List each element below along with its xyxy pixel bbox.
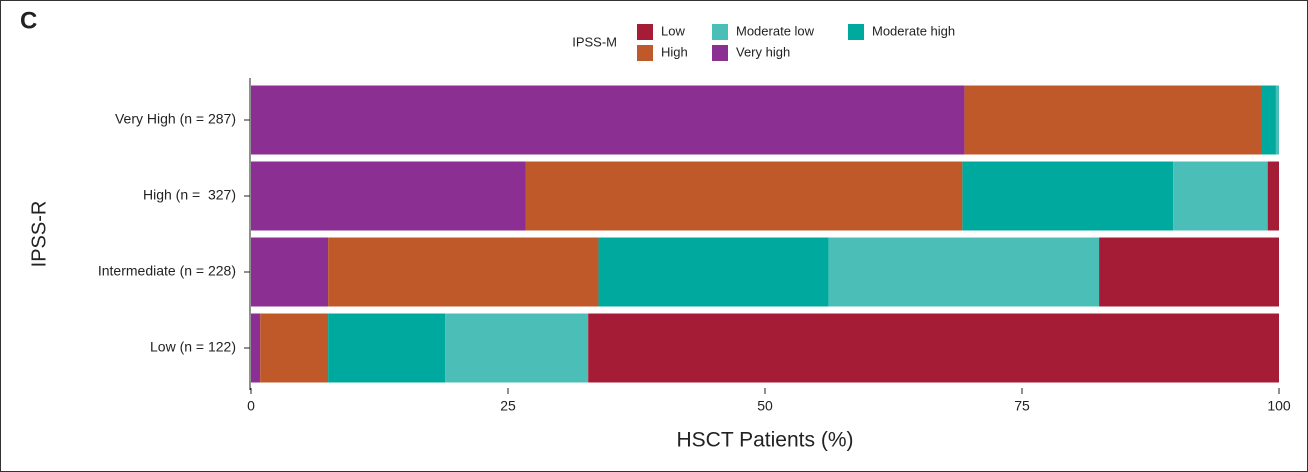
legend-label: Moderate low <box>736 23 815 38</box>
bar-segment <box>964 85 1262 155</box>
bar-segment <box>1099 237 1279 307</box>
bar-segment <box>251 85 965 155</box>
legend-label: High <box>661 44 688 59</box>
y-tick-label: Very High (n = 287) <box>115 111 236 127</box>
bar-segment <box>251 161 526 231</box>
bar-segment <box>525 161 963 231</box>
x-tick-label: 100 <box>1267 398 1291 414</box>
bar-segment <box>260 313 329 383</box>
legend-swatch <box>637 24 653 40</box>
bar-segment <box>1275 85 1279 155</box>
bar-segment <box>328 237 599 307</box>
bar-segment <box>1267 161 1279 231</box>
bar-segment <box>328 313 446 383</box>
x-axis-label: HSCT Patients (%) <box>677 429 854 452</box>
bar-segment <box>445 313 589 383</box>
bar-segment <box>962 161 1174 231</box>
legend-swatch <box>637 45 653 61</box>
legend-label: Moderate high <box>872 23 955 38</box>
bar-segment <box>1261 85 1276 155</box>
bar-segment <box>588 313 1279 383</box>
y-tick-label: Low (n = 122) <box>150 339 236 355</box>
bar-segment <box>251 237 329 307</box>
legend-swatch <box>712 24 728 40</box>
legend-swatch <box>712 45 728 61</box>
bar-segment <box>598 237 829 307</box>
x-tick-label: 25 <box>500 398 516 414</box>
bar-segment <box>828 237 1100 307</box>
x-tick-label: 0 <box>247 398 255 414</box>
y-axis-label: IPSS-R <box>28 201 50 268</box>
legend-swatch <box>848 24 864 40</box>
bar-segment <box>251 313 261 383</box>
x-tick-label: 50 <box>757 398 773 414</box>
panel-label: C <box>20 7 37 34</box>
bar-segment <box>1173 161 1268 231</box>
y-tick-label: Intermediate (n = 228) <box>98 263 236 279</box>
x-tick-label: 75 <box>1014 398 1030 414</box>
legend-label: Very high <box>736 44 790 59</box>
legend-label: Low <box>661 23 685 38</box>
y-tick-label: High (n = 327) <box>143 187 236 203</box>
legend-title: IPSS-M <box>572 34 617 49</box>
